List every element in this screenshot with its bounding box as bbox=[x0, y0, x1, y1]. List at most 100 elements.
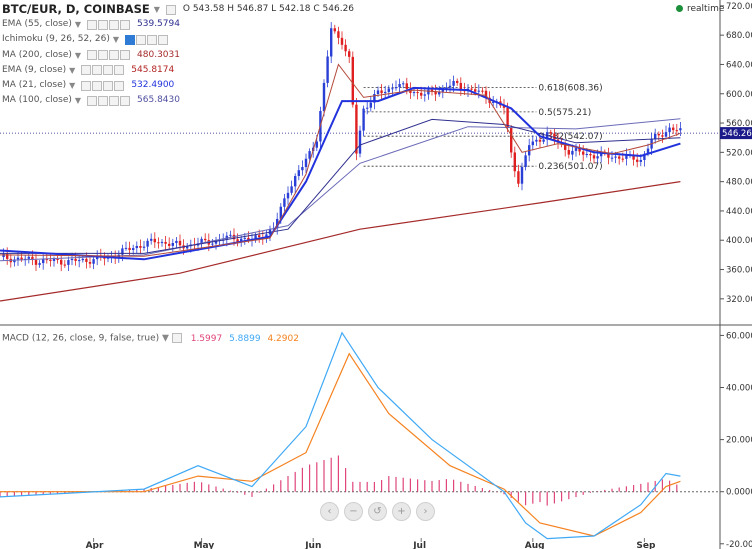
indicator-label[interactable]: MA (21, close) bbox=[2, 79, 67, 90]
settings-icon[interactable] bbox=[92, 80, 103, 91]
candle-body bbox=[542, 139, 545, 142]
candle-body bbox=[204, 238, 207, 241]
add-icon[interactable] bbox=[109, 50, 120, 61]
candle-body bbox=[502, 105, 506, 108]
symbol-title[interactable]: BTC/EUR, D, COINBASE bbox=[2, 2, 150, 16]
candle-body bbox=[643, 153, 646, 161]
candle-body bbox=[13, 259, 16, 263]
settings-icon[interactable] bbox=[98, 50, 109, 61]
fib-level-label: 0.236(501.07) bbox=[538, 162, 602, 172]
candle-body bbox=[520, 166, 524, 184]
candle-body bbox=[513, 152, 516, 172]
add-icon[interactable] bbox=[147, 34, 158, 45]
chevron-down-icon[interactable]: ▼ bbox=[153, 5, 160, 14]
chevron-down-icon[interactable]: ▼ bbox=[162, 333, 172, 344]
macd-label[interactable]: MACD (12, 26, close, 9, false, true) bbox=[2, 333, 160, 344]
candle-body bbox=[171, 243, 174, 246]
add-icon[interactable] bbox=[109, 19, 120, 30]
eye-icon[interactable] bbox=[87, 19, 98, 30]
candle-body bbox=[664, 132, 668, 137]
candle-body bbox=[538, 139, 542, 142]
indicator-value: 480.3031 bbox=[137, 49, 180, 60]
chevron-down-icon[interactable]: ▼ bbox=[74, 96, 82, 106]
candle-body bbox=[625, 154, 628, 159]
eye-icon[interactable] bbox=[87, 95, 98, 106]
indicator-row[interactable]: MA (21, close) ▼ 532.4900 bbox=[2, 78, 354, 93]
candle-body bbox=[614, 156, 617, 158]
chevron-down-icon[interactable]: ▼ bbox=[74, 20, 82, 30]
x-tick-label: Jul bbox=[412, 541, 426, 549]
candle-body bbox=[654, 133, 657, 140]
candle-body bbox=[578, 148, 581, 152]
candle-body bbox=[67, 260, 70, 265]
settings-icon[interactable] bbox=[92, 65, 103, 76]
candle-body bbox=[445, 87, 448, 89]
close-icon[interactable] bbox=[158, 34, 169, 45]
chevron-down-icon[interactable]: ▼ bbox=[69, 80, 76, 90]
settings-icon[interactable] bbox=[98, 19, 109, 30]
indicator-label[interactable]: MA (100, close) bbox=[2, 95, 72, 106]
eye-icon[interactable] bbox=[125, 34, 136, 45]
eye-icon[interactable] bbox=[87, 50, 98, 61]
indicator-label[interactable]: EMA (9, close) bbox=[2, 64, 67, 75]
indicator-row[interactable]: Ichimoku (9, 26, 52, 26) ▼ bbox=[2, 32, 354, 47]
chevron-down-icon[interactable]: ▼ bbox=[74, 50, 82, 60]
close-icon[interactable] bbox=[120, 50, 131, 61]
add-icon[interactable] bbox=[109, 95, 120, 106]
y-tick-label: 680.00 bbox=[726, 31, 752, 41]
candle-body bbox=[308, 151, 311, 159]
scroll-right-icon[interactable]: › bbox=[416, 502, 435, 521]
chevron-down-icon[interactable]: ▼ bbox=[112, 35, 120, 45]
close-icon[interactable] bbox=[114, 80, 125, 91]
eye-icon[interactable] bbox=[81, 80, 92, 91]
zoom-out-icon[interactable]: − bbox=[344, 502, 363, 521]
indicator-label[interactable]: MA (200, close) bbox=[2, 49, 72, 60]
candle-body bbox=[175, 240, 178, 244]
settings-icon[interactable] bbox=[98, 95, 109, 106]
candle-body bbox=[351, 56, 354, 105]
candle-body bbox=[585, 153, 588, 155]
close-icon[interactable] bbox=[120, 95, 131, 106]
eye-icon[interactable] bbox=[81, 65, 92, 76]
chevron-down-icon[interactable]: ▼ bbox=[69, 65, 76, 75]
zoom-in-icon[interactable]: + bbox=[392, 502, 411, 521]
indicator-row[interactable]: EMA (9, close) ▼ 545.8174 bbox=[2, 63, 354, 78]
candle-body bbox=[567, 149, 570, 155]
indicator-label[interactable]: Ichimoku (9, 26, 52, 26) bbox=[2, 34, 110, 45]
candle-body bbox=[45, 259, 48, 261]
candle-body bbox=[254, 235, 257, 239]
y-tick-label: 400.00 bbox=[726, 236, 752, 246]
ema55-line bbox=[0, 118, 681, 254]
scroll-left-icon[interactable]: ‹ bbox=[320, 502, 339, 521]
indicator-value: 545.8174 bbox=[131, 64, 175, 75]
candle-body bbox=[456, 80, 459, 83]
close-icon[interactable] bbox=[114, 65, 125, 76]
settings-icon[interactable] bbox=[171, 333, 182, 343]
candle-body bbox=[247, 237, 250, 240]
add-icon[interactable] bbox=[103, 80, 114, 91]
candle-body bbox=[574, 148, 578, 151]
candle-body bbox=[322, 82, 326, 112]
candle-body bbox=[535, 139, 538, 142]
candle-body bbox=[474, 89, 477, 92]
candle-body bbox=[31, 256, 34, 261]
add-icon[interactable] bbox=[103, 65, 114, 76]
candle-body bbox=[398, 84, 401, 88]
indicator-label[interactable]: EMA (55, close) bbox=[2, 19, 72, 30]
candle-body bbox=[571, 150, 574, 155]
hide-icon[interactable] bbox=[165, 4, 176, 15]
candle-body bbox=[524, 155, 527, 167]
indicator-row[interactable]: MA (100, close) ▼ 565.8430 bbox=[2, 93, 354, 108]
candle-body bbox=[517, 171, 520, 184]
indicator-row[interactable]: MA (200, close) ▼ 480.3031 bbox=[2, 48, 354, 63]
indicator-row[interactable]: EMA (55, close) ▼ 539.5794 bbox=[2, 17, 354, 32]
close-icon[interactable] bbox=[120, 19, 131, 30]
candle-body bbox=[337, 31, 340, 38]
candle-body bbox=[477, 90, 480, 92]
candle-body bbox=[27, 256, 30, 259]
candle-body bbox=[492, 101, 495, 103]
settings-icon[interactable] bbox=[136, 34, 147, 45]
reset-icon[interactable]: ↺ bbox=[368, 502, 387, 521]
candle-body bbox=[675, 130, 678, 132]
